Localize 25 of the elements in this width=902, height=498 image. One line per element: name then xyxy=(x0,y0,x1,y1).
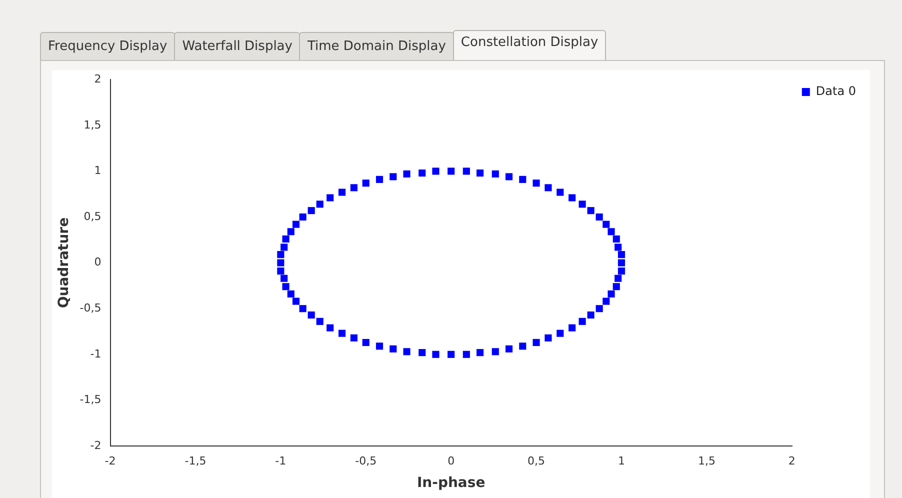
text: Waterfall Display xyxy=(174,32,300,63)
x-tick-label: -1 xyxy=(275,454,286,468)
x-tick-label: 2 xyxy=(788,454,796,468)
y-tick-label: 0 xyxy=(94,256,102,269)
x-tick-label: 0,5 xyxy=(528,454,546,468)
x-tick-label: 1,5 xyxy=(698,454,716,468)
x-tick-label: -1,5 xyxy=(184,454,206,468)
text: Frequency Display xyxy=(40,32,176,63)
y-tick-label: -1 xyxy=(90,347,102,360)
y-tick-label: 1,5 xyxy=(84,118,102,132)
y-tick-label: -1,5 xyxy=(80,393,102,406)
x-tick-label: -2 xyxy=(104,454,116,468)
text: Time Domain Display xyxy=(299,32,454,63)
y-tick-label: 1 xyxy=(94,164,102,178)
y-tick-label: -0,5 xyxy=(80,301,102,314)
x-tick-label: -0,5 xyxy=(355,454,377,468)
y-tick-label: 0,5 xyxy=(84,210,102,223)
x-axis-title: In-phase xyxy=(416,475,486,492)
y-tick-label: -2 xyxy=(90,438,102,452)
text: Constellation Display xyxy=(452,30,606,63)
x-tick-label: 0 xyxy=(448,454,455,468)
x-tick-label: 1 xyxy=(618,454,625,468)
legend-label: Data 0 xyxy=(816,84,856,98)
y-axis-title: Quadrature xyxy=(56,217,72,308)
y-tick-label: 2 xyxy=(94,72,102,86)
